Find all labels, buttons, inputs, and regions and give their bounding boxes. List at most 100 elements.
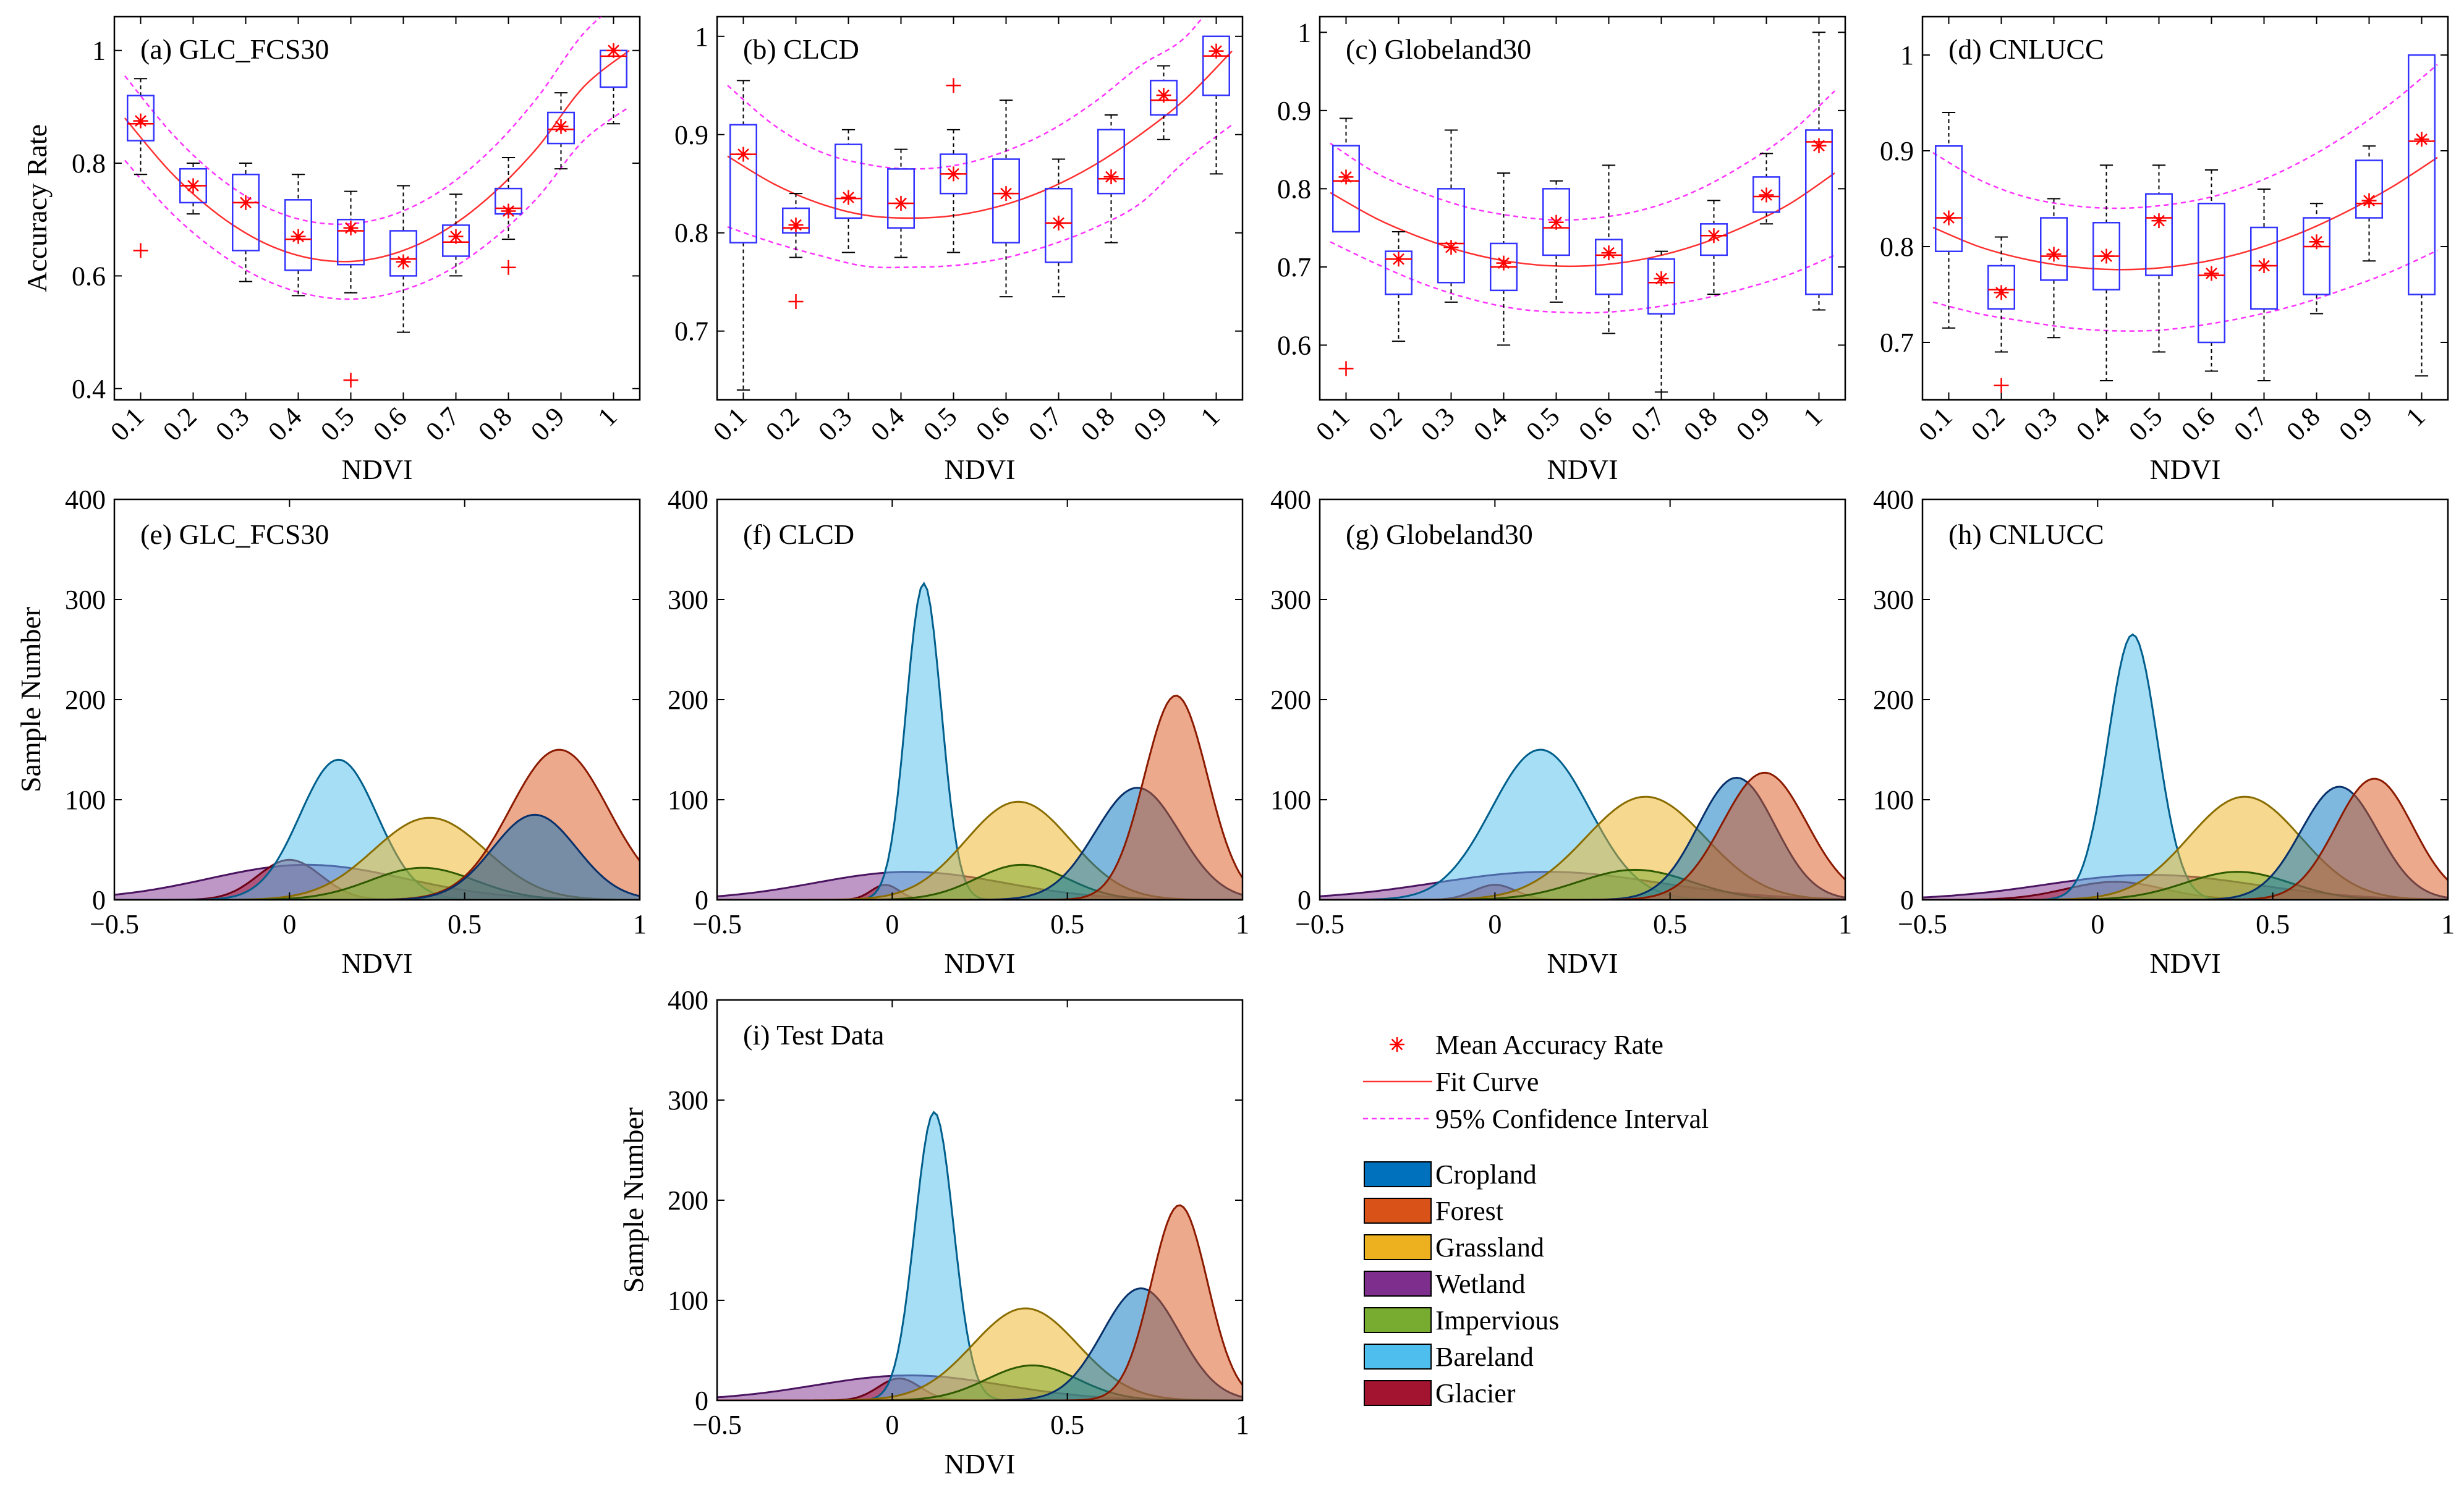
legend-label: Cropland [1435, 1159, 1537, 1190]
box-iqr [337, 218, 365, 266]
box-iqr [1332, 145, 1360, 233]
mean-marker [841, 190, 856, 205]
ci-lower-curve [1932, 250, 2438, 332]
x-tick-label: 0 [885, 909, 899, 939]
mean-marker [1759, 187, 1774, 203]
area-forest [1922, 779, 2448, 900]
plot-area [124, 17, 630, 388]
plot-area [1330, 32, 1835, 393]
legend-label: Mean Accuracy Rate [1435, 1030, 1663, 1060]
plot-area [114, 748, 640, 900]
y-tick-label: 0.8 [1277, 174, 1311, 204]
outlier-marker [1338, 361, 1354, 376]
legend-class-grassland: Grassland [1364, 1232, 1544, 1263]
ci-upper-curve [1330, 90, 1835, 221]
y-tick-label: 300 [668, 585, 708, 615]
x-tick-label: 0 [283, 909, 296, 939]
legend-swatch [1364, 1307, 1432, 1333]
box-0.7 [2250, 188, 2278, 381]
axes-frame [1319, 15, 1846, 401]
mean-marker [185, 178, 201, 193]
curve-bareland [1320, 748, 1845, 900]
x-axis-label: NDVI [342, 947, 413, 979]
x-tick-label: 1 [2441, 909, 2455, 939]
y-tick-label: 0 [695, 885, 708, 915]
box-0.9 [547, 92, 575, 170]
mean-marker [343, 220, 359, 235]
mean-marker [2361, 193, 2377, 208]
y-tick-label: 0.8 [72, 148, 106, 179]
x-tick-label: −0.5 [692, 1410, 742, 1440]
legend-swatch [1364, 1161, 1432, 1187]
area-bareland [1320, 750, 1845, 900]
x-tick-label: 1 [1236, 1410, 1249, 1440]
mean-marker [1391, 252, 1406, 267]
legend-label: Bareland [1435, 1342, 1534, 1372]
box-iqr [1805, 129, 1833, 295]
legend-swatch [1364, 1198, 1432, 1224]
y-axis-label: Sample Number [15, 607, 46, 792]
legend-class-bareland: Bareland [1364, 1342, 1534, 1372]
y-tick-label: 400 [668, 485, 708, 515]
y-tick-label: 0.6 [72, 261, 106, 291]
box-0.2 [782, 193, 810, 310]
y-tick-label: 300 [668, 1085, 708, 1116]
panel-title: (c) Globeland30 [1346, 33, 1531, 65]
box-0.1 [1332, 117, 1360, 376]
y-tick-label: 200 [1270, 685, 1311, 715]
legend-item-star: Mean Accuracy Rate [1390, 1030, 1663, 1060]
legend-star-icon [1390, 1037, 1404, 1052]
box-iqr [2145, 193, 2173, 276]
y-tick-label: 400 [1873, 485, 1914, 515]
ci-upper-curve [124, 17, 603, 226]
legend-item-dashed: 95% Confidence Interval [1363, 1104, 1709, 1134]
box-0.9 [1150, 65, 1178, 140]
box-iqr [1935, 145, 1963, 252]
box-0.5 [1542, 180, 1570, 303]
mean-marker [1811, 138, 1827, 153]
mean-marker [448, 229, 464, 244]
y-tick-label: 1 [92, 36, 106, 66]
mean-marker [2099, 248, 2114, 264]
x-tick-label: 0.5 [1653, 909, 1687, 939]
box-iqr [2355, 159, 2383, 219]
mean-marker [2046, 247, 2062, 262]
axes-frame [716, 15, 1244, 401]
panel-title: (i) Test Data [743, 1019, 884, 1051]
x-axis-label: NDVI [945, 454, 1016, 485]
y-tick-label: 0.9 [674, 120, 708, 150]
box-iqr [1542, 188, 1570, 256]
plot-area [1320, 748, 1845, 900]
mean-marker [893, 196, 909, 211]
x-axis-label: NDVI [342, 454, 413, 485]
outlier-marker [133, 243, 148, 258]
legend-label: Grassland [1435, 1232, 1544, 1263]
box-0.6 [389, 185, 417, 333]
area-grassland [717, 802, 1243, 900]
axes-frame [113, 15, 641, 401]
area-bareland [114, 760, 640, 900]
mean-marker [1994, 285, 2009, 300]
box-0.4 [2092, 164, 2120, 381]
box-iqr [992, 158, 1020, 244]
legend-label: Impervious [1435, 1305, 1559, 1336]
box-0.5 [2145, 164, 2173, 353]
box-iqr [2198, 203, 2225, 344]
box-0.7 [1045, 158, 1073, 298]
box-0.5 [940, 78, 967, 253]
box-iqr [1385, 250, 1413, 295]
mean-marker [1051, 215, 1066, 231]
panel-title: (h) CNLUCC [1948, 519, 2104, 550]
box-iqr [232, 174, 260, 252]
legend-class-glacier: Glacier [1364, 1378, 1516, 1408]
y-tick-label: 200 [1873, 685, 1914, 715]
box-0.4 [1490, 172, 1518, 346]
y-tick-label: 100 [668, 1285, 708, 1316]
x-tick-label: −0.5 [1295, 909, 1345, 939]
box-iqr [2303, 217, 2330, 295]
box-0.5 [337, 190, 365, 388]
y-tick-label: 0 [1900, 885, 1914, 915]
